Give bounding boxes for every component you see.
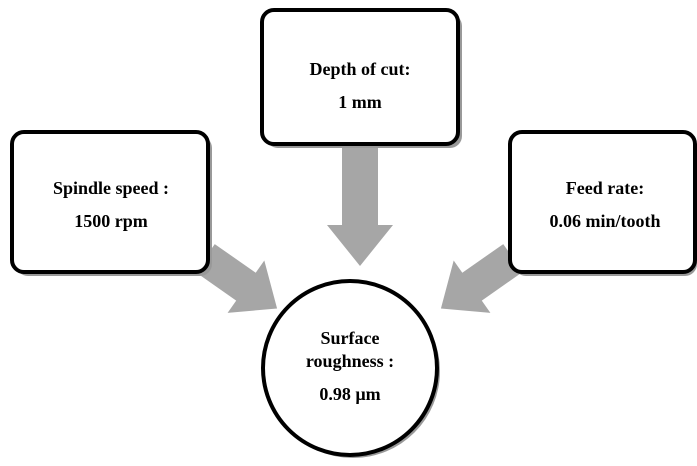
node-text: Feed rate:	[566, 178, 644, 198]
arrow-left	[195, 244, 278, 313]
node-text: roughness :	[306, 351, 394, 371]
node-text: Surface	[321, 328, 380, 348]
node-feed: Feed rate: 0.06 min/tooth	[508, 130, 697, 276]
node-text: Depth of cut:	[310, 59, 411, 79]
node-text: 0.06 min/tooth	[549, 211, 660, 231]
node-text: 1 mm	[338, 92, 382, 112]
box	[10, 130, 210, 274]
arrow-down	[327, 148, 393, 266]
node-text: Spindle speed :	[53, 178, 169, 198]
node-spindle: Spindle speed : 1500 rpm	[10, 130, 212, 276]
box	[260, 8, 460, 146]
node-roughness: Surface roughness : 0.98 µm	[261, 279, 440, 458]
arrows	[195, 148, 523, 313]
arrow-right	[440, 244, 523, 313]
node-text: 0.98 µm	[319, 384, 380, 404]
node-depth: Depth of cut: 1 mm	[260, 8, 462, 148]
node-text: 1500 rpm	[74, 211, 148, 231]
box	[508, 130, 697, 274]
circle	[261, 279, 439, 457]
